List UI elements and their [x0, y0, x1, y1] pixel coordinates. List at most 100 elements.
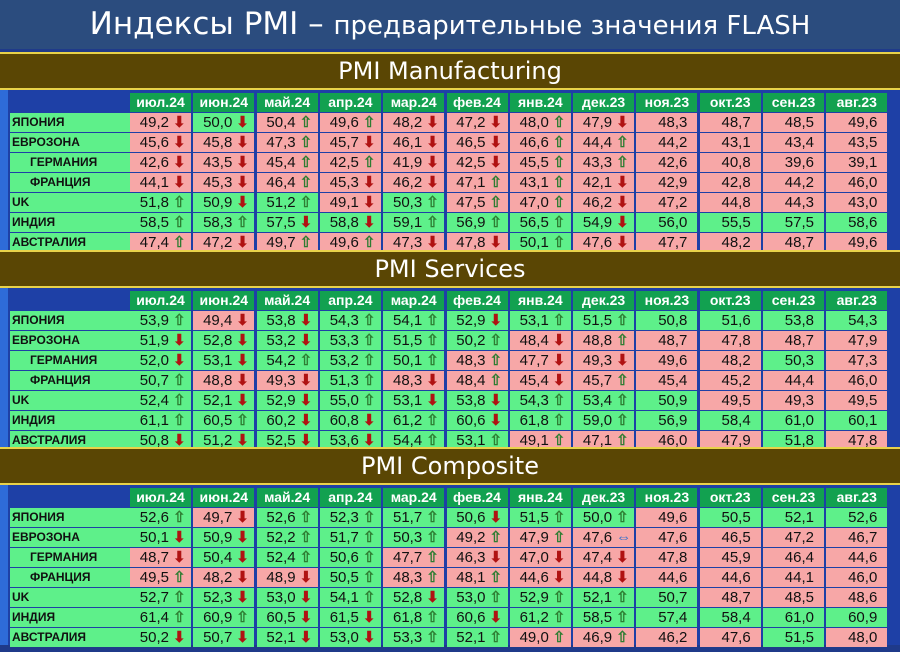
value-cell: 59,1 ⇧	[383, 213, 445, 232]
value-text: 45,3	[203, 174, 233, 191]
value-cell: 47,4 ⇧	[130, 233, 191, 252]
row-label: UK	[10, 391, 130, 410]
arrow-up-icon: ⇧	[489, 569, 503, 586]
value-cell: 51,6	[699, 311, 761, 330]
value-cell: 50,9	[636, 391, 698, 410]
value-text: 48,7	[139, 549, 169, 566]
arrow-up-icon: ⇧	[426, 509, 439, 526]
arrow-down-icon: ⬇	[552, 332, 566, 349]
value-cell: 47,2	[763, 528, 824, 547]
table-row: ЕВРОЗОНА 51,9 ⬇ 52,8 ⬇ 53,2 ⬇ 53,3 ⇧ 51,5 ⇧ 50,2 ⇧ 48…	[10, 331, 890, 351]
value-text: 50,3	[392, 529, 423, 546]
column-header: апр.24	[319, 488, 381, 507]
table-row: ИНДИЯ 58,5 ⇧ 58,3 ⇧ 57,5 ⬇ 58,8 ⬇ 59,1 ⇧ 56,9 ⇧ 56,5 ⇧…	[10, 213, 890, 233]
arrow-down-icon: ⬇	[236, 509, 249, 526]
column-header: окт.23	[699, 488, 761, 507]
value-text: 48,0	[848, 629, 878, 646]
value-cell: 58,5 ⇧	[130, 213, 191, 232]
value-cell: 44,6 ⬇	[509, 568, 571, 587]
arrow-down-icon: ⬇	[489, 392, 503, 409]
value-text: 49,5	[848, 392, 878, 409]
value-text: 49,2	[456, 529, 486, 546]
value-cell: 61,4 ⇧	[130, 608, 191, 627]
value-text: 57,4	[658, 609, 688, 626]
value-cell: 50,3 ⇧	[383, 193, 445, 212]
value-cell: 61,8 ⇧	[509, 411, 571, 430]
value-text: 60,5	[203, 412, 233, 429]
column-header: апр.24	[319, 291, 381, 310]
arrow-up-icon: ⇧	[426, 529, 439, 546]
value-text: 51,3	[329, 372, 359, 389]
pmi-table: июл.24 июн.24 май.24 апр.24 мар.24 фев.24 янв.…	[0, 485, 900, 647]
column-header: дек.23	[573, 93, 635, 112]
value-text: 53,1	[456, 432, 486, 449]
arrow-up-icon: ⇧	[552, 412, 566, 429]
value-cell: 44,1 ⬇	[130, 173, 191, 192]
arrow-down-icon: ⬇	[552, 372, 566, 389]
value-cell: 50,6 ⇧	[319, 548, 381, 567]
arrow-down-icon: ⬇	[236, 114, 249, 131]
panel-strip	[0, 288, 8, 448]
arrow-down-icon: ⬇	[426, 234, 439, 251]
arrow-up-icon: ⇧	[362, 529, 376, 546]
value-cell: 48,4 ⬇	[509, 331, 571, 350]
value-cell: 53,0 ⬇	[319, 628, 381, 647]
column-header: дек.23	[573, 488, 635, 507]
value-text: 45,9	[721, 549, 751, 566]
column-header: мар.24	[383, 93, 445, 112]
value-text: 51,5	[784, 629, 814, 646]
value-cell: 50,0 ⬇	[193, 113, 255, 132]
value-cell: 52,9 ⬇	[446, 311, 508, 330]
value-text: 46,5	[456, 134, 486, 151]
value-text: 56,9	[658, 412, 688, 429]
arrow-down-icon: ⬇	[236, 529, 249, 546]
value-text: 61,8	[519, 412, 549, 429]
arrow-down-icon: ⬇	[489, 312, 503, 329]
value-text: 52,1	[203, 392, 233, 409]
table-row: UK 51,8 ⇧ 50,9 ⬇ 51,2 ⇧ 49,1 ⬇ 50,3 ⇧ 47,5 ⇧ 47,0 ⇧ 46,…	[10, 193, 890, 213]
value-cell: 53,1 ⬇	[193, 351, 255, 370]
arrow-up-icon: ⇧	[426, 629, 439, 646]
arrow-up-icon: ⇧	[552, 214, 566, 231]
value-cell: 48,0	[826, 628, 888, 647]
arrow-down-icon: ⬇	[616, 234, 629, 251]
value-text: 57,5	[784, 214, 814, 231]
value-text: 40,8	[721, 154, 751, 171]
arrow-up-icon: ⇧	[489, 174, 503, 191]
value-text: 48,5	[784, 589, 814, 606]
arrow-up-icon: ⇧	[552, 609, 566, 626]
table-row: АВСТРАЛИЯ 50,8 ⬇ 51,2 ⬇ 52,5 ⬇ 53,6 ⬇ 54,4 ⇧ 53,1 ⇧ 4…	[10, 431, 890, 451]
arrow-up-icon: ⇧	[552, 629, 566, 646]
value-text: 47,2	[203, 234, 233, 251]
value-text: 49,6	[329, 234, 359, 251]
table-header-row: июл.24 июн.24 май.24 апр.24 мар.24 фев.24 янв.…	[10, 291, 890, 311]
value-cell: 51,8 ⇧	[130, 193, 191, 212]
value-cell: 46,4 ⇧	[256, 173, 318, 192]
value-cell: 50,5 ⇧	[319, 568, 381, 587]
value-text: 52,2	[266, 529, 296, 546]
value-text: 58,5	[139, 214, 169, 231]
value-cell: 48,1 ⇧	[446, 568, 508, 587]
value-cell: 46,0	[636, 431, 698, 450]
value-text: 52,8	[203, 332, 233, 349]
value-cell: 57,5 ⬇	[256, 213, 318, 232]
value-text: 53,2	[329, 352, 359, 369]
value-text: 50,5	[329, 569, 359, 586]
title-sub: предварительные значения FLASH	[333, 11, 811, 41]
table-row: ФРАНЦИЯ 50,7 ⇧ 48,8 ⬇ 49,3 ⬇ 51,3 ⇧ 48,3 ⬇ 48,4 ⇧ 45,…	[10, 371, 890, 391]
arrow-down-icon: ⬇	[236, 432, 249, 449]
table-row: ИНДИЯ 61,4 ⇧ 60,9 ⇧ 60,5 ⬇ 61,5 ⬇ 61,8 ⇧ 60,6 ⬇ 61,2 ⇧…	[10, 608, 890, 628]
value-text: 51,8	[784, 432, 814, 449]
value-text: 60,9	[203, 609, 233, 626]
value-text: 49,6	[848, 234, 878, 251]
arrow-down-icon: ⬇	[299, 392, 313, 409]
arrow-up-icon: ⇧	[552, 194, 566, 211]
value-text: 47,4	[139, 234, 169, 251]
arrow-up-icon: ⇧	[489, 214, 503, 231]
value-cell: 44,6	[826, 548, 888, 567]
arrow-down-icon: ⬇	[236, 372, 249, 389]
value-text: 45,6	[139, 134, 169, 151]
value-cell: 39,1	[826, 153, 888, 172]
arrow-up-icon: ⇧	[616, 432, 629, 449]
table-row: ГЕРМАНИЯ 48,7 ⬇ 50,4 ⬇ 52,4 ⇧ 50,6 ⇧ 47,7 ⇧ 46,3 ⬇ 47…	[10, 548, 890, 568]
